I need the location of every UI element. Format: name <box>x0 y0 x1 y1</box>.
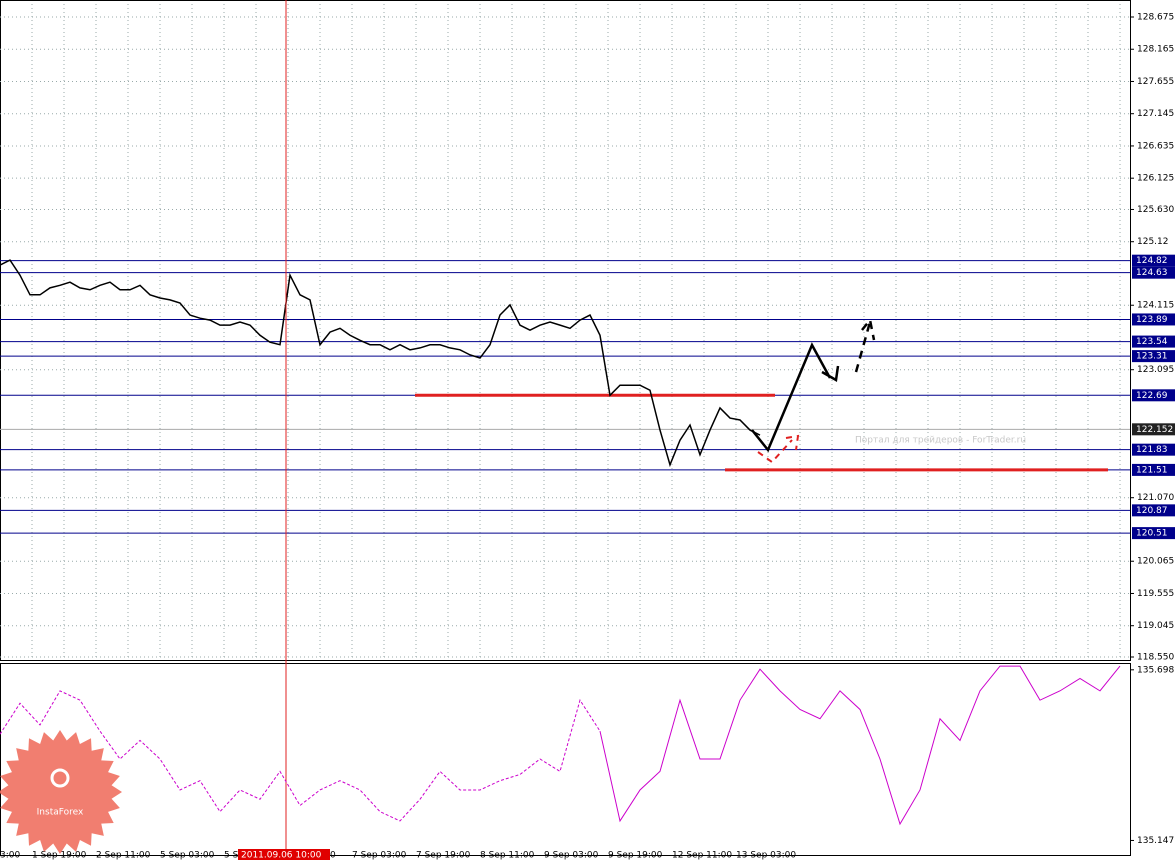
x-tick-label: 8 Sep 11:00 <box>480 851 535 860</box>
level-label-box <box>1132 350 1175 363</box>
y-tick-label: 125.12 <box>1137 237 1169 247</box>
level-label-box <box>1132 527 1175 540</box>
level-label-box <box>1132 443 1175 456</box>
price-line <box>0 259 761 468</box>
alt-arrow <box>757 434 800 464</box>
x-tick-label: 5 S <box>224 851 239 860</box>
y-tick-label: 126.635 <box>1137 141 1174 151</box>
level-label: 124.82 <box>1136 256 1168 266</box>
level-label-box <box>1132 254 1175 267</box>
y-tick-label: 127.145 <box>1137 109 1174 119</box>
y-tick-label: 128.165 <box>1137 45 1174 55</box>
x-tick-label: 1 Sep 19:00 <box>32 851 87 860</box>
level-label-box <box>1132 266 1175 279</box>
x-tick-label: 7 Sep 19:00 <box>416 851 471 860</box>
level-label: 122.69 <box>1136 391 1168 401</box>
y-tick-label: 127.655 <box>1137 77 1174 87</box>
level-label: 121.83 <box>1136 445 1168 455</box>
forecast-arrow-dashed <box>854 317 876 373</box>
y-tick-label: 135.698 <box>1137 665 1174 675</box>
x-tick-label: 9 Sep 19:00 <box>608 851 663 860</box>
indicator-line <box>599 665 1121 826</box>
x-tick-label: 2 Sep 11:00 <box>96 851 151 860</box>
x-tick-label: 3:00 <box>0 851 20 860</box>
level-label: 120.87 <box>1136 506 1168 516</box>
watermark: Портал для трейдеров - ForTrader.ru <box>855 436 1026 446</box>
y-tick-label: 123.095 <box>1137 365 1174 375</box>
x-tick-label: 7 Sep 03:00 <box>352 851 407 860</box>
y-tick-label: 126.125 <box>1137 174 1174 184</box>
x-tick-label: 5 Sep 03:00 <box>160 851 215 860</box>
y-tick-label: 135.147 <box>1137 836 1174 846</box>
level-label: 123.89 <box>1136 315 1168 325</box>
indicator-frame <box>0 663 1131 856</box>
level-label-box <box>1132 504 1175 517</box>
level-label: 121.51 <box>1136 465 1168 475</box>
price-frame <box>0 0 1131 661</box>
level-label-box <box>1132 335 1175 348</box>
level-label-box <box>1132 313 1175 326</box>
y-tick-label: 128.675 <box>1137 13 1174 23</box>
marker-label: 2011.09.06 10:00 <box>241 851 322 860</box>
y-tick-label: 125.630 <box>1137 205 1174 215</box>
level-label-box <box>1132 389 1175 402</box>
x-tick-label: 12 Sep 11:00 <box>672 851 732 860</box>
y-tick-label: 124.115 <box>1137 301 1174 311</box>
logo-badge <box>0 730 122 854</box>
y-tick-label: 120.065 <box>1137 557 1174 567</box>
level-label: 123.31 <box>1136 352 1168 362</box>
level-label-box <box>1132 463 1175 476</box>
level-label: 120.51 <box>1136 529 1168 539</box>
marker-label-box <box>238 849 330 860</box>
forecast-arrow <box>751 342 840 453</box>
x-tick-label: 9 Sep 03:00 <box>544 851 599 860</box>
y-tick-label: 118.550 <box>1137 653 1174 663</box>
x-tick-label: 13 Sep 03:00 <box>736 851 796 860</box>
level-label: 124.63 <box>1136 268 1168 278</box>
y-tick-label: 119.045 <box>1137 621 1174 631</box>
current-price-box <box>1132 423 1175 436</box>
logo-icon <box>50 768 70 788</box>
current-price-label: 122.152 <box>1136 425 1173 435</box>
y-tick-label: 119.555 <box>1137 589 1174 599</box>
logo-text: InstaForex <box>37 808 84 818</box>
x-tick-label: 0 <box>330 851 336 860</box>
y-tick-label: 121.070 <box>1137 493 1174 503</box>
level-label: 123.54 <box>1136 337 1168 347</box>
